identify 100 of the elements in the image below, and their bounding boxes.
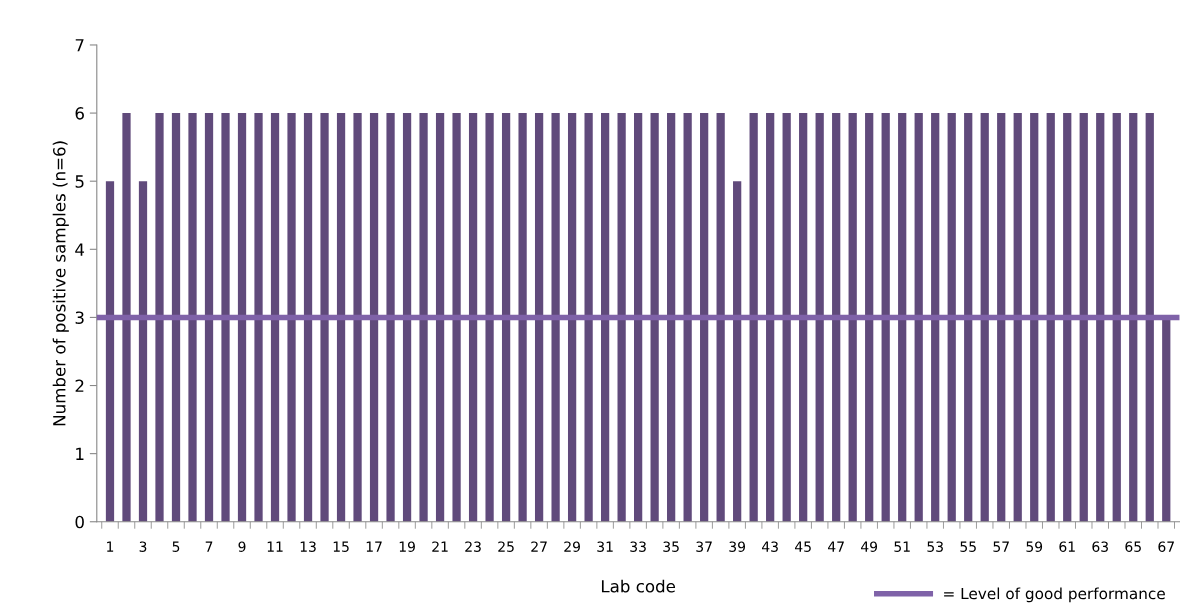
bar xyxy=(122,113,131,522)
bar xyxy=(683,113,692,522)
bar xyxy=(650,113,659,522)
x-tick-label: 19 xyxy=(399,541,415,552)
bar xyxy=(667,113,676,522)
x-tick-label: 25 xyxy=(498,541,514,552)
bar xyxy=(1096,113,1105,522)
bar xyxy=(617,113,626,522)
bar xyxy=(700,113,709,522)
bar xyxy=(881,113,890,522)
bar xyxy=(799,113,808,522)
bar xyxy=(964,113,973,522)
bar xyxy=(601,113,610,522)
bar xyxy=(534,113,544,522)
bar xyxy=(155,113,164,522)
bar xyxy=(254,113,263,522)
x-tick-label: 47 xyxy=(828,541,844,552)
bar xyxy=(1063,113,1072,522)
x-tick-label: 31 xyxy=(597,541,613,552)
x-tick-label: 67 xyxy=(1158,541,1174,552)
bar xyxy=(452,113,461,522)
x-tick-label: 5 xyxy=(172,541,180,552)
bar xyxy=(766,113,775,522)
x-tick-label: 27 xyxy=(531,541,547,552)
bar xyxy=(584,113,593,522)
x-tick-label: 35 xyxy=(663,541,679,552)
bar xyxy=(188,113,197,522)
bar xyxy=(105,181,115,522)
x-tick-label: 53 xyxy=(927,541,943,552)
bar xyxy=(485,113,494,522)
bar xyxy=(518,113,527,522)
bar xyxy=(551,113,560,522)
bar xyxy=(997,113,1006,522)
bar xyxy=(204,113,214,522)
bar xyxy=(1079,113,1088,522)
x-tick-label: 29 xyxy=(564,541,580,552)
bar xyxy=(369,113,379,522)
x-tick-label: 51 xyxy=(894,541,910,552)
bar xyxy=(815,113,824,522)
bar xyxy=(353,113,362,522)
bar xyxy=(947,113,956,522)
x-tick-label: 21 xyxy=(432,541,448,552)
bar xyxy=(1046,113,1055,522)
bar xyxy=(468,113,478,522)
bar xyxy=(733,181,742,522)
x-tick-label: 7 xyxy=(205,541,213,552)
bar xyxy=(435,113,445,522)
bar xyxy=(171,113,181,522)
bar xyxy=(402,113,412,522)
x-tick-label: 65 xyxy=(1125,541,1141,552)
x-tick-label: 55 xyxy=(960,541,976,552)
x-tick-label: 1 xyxy=(107,541,114,552)
y-axis-title: Number of positive samples (n=6) xyxy=(52,141,69,426)
y-tick-label: 5 xyxy=(75,175,84,188)
x-tick-label: 59 xyxy=(1026,541,1043,552)
x-tick-label: 33 xyxy=(630,541,646,552)
x-tick-label: 13 xyxy=(300,541,316,552)
bar xyxy=(138,181,148,522)
x-tick-label: 3 xyxy=(139,541,147,552)
y-tick-label: 7 xyxy=(75,39,84,52)
bar xyxy=(848,113,857,522)
x-tick-label: 17 xyxy=(366,541,382,552)
bar xyxy=(1112,113,1121,522)
bar xyxy=(634,113,643,522)
bar xyxy=(931,113,940,522)
x-tick-label: 23 xyxy=(465,541,481,552)
bar xyxy=(1145,113,1154,522)
bar xyxy=(782,113,791,522)
x-tick-label: 11 xyxy=(267,541,283,552)
y-tick-label: 3 xyxy=(75,311,84,324)
bar xyxy=(1030,113,1039,522)
bar xyxy=(270,113,280,522)
bar xyxy=(1129,113,1138,522)
bar xyxy=(1013,113,1022,522)
bar xyxy=(386,113,395,522)
x-tick-label: 37 xyxy=(696,541,712,552)
x-tick-label: 61 xyxy=(1059,541,1075,552)
x-tick-label: 49 xyxy=(861,541,878,552)
bar xyxy=(1162,317,1171,522)
bar xyxy=(980,113,989,522)
bar xyxy=(419,113,428,522)
bar xyxy=(749,113,758,522)
y-tick-label: 1 xyxy=(76,447,84,460)
x-tick-label: 57 xyxy=(993,541,1009,552)
bar xyxy=(303,113,313,522)
bar xyxy=(914,113,923,522)
x-tick-label: 9 xyxy=(238,541,246,552)
x-tick-label: 39 xyxy=(729,541,746,552)
bar xyxy=(221,113,230,522)
bar xyxy=(287,113,296,522)
x-tick-label: 43 xyxy=(762,541,778,552)
bar xyxy=(237,113,247,522)
x-axis-title: Lab code xyxy=(601,579,676,593)
y-tick-label: 6 xyxy=(75,107,84,120)
bar xyxy=(336,113,346,522)
bar xyxy=(832,113,841,522)
y-tick-label: 4 xyxy=(75,243,85,256)
x-tick-label: 63 xyxy=(1092,541,1108,552)
y-tick-label: 2 xyxy=(75,379,84,392)
bar xyxy=(716,113,725,522)
